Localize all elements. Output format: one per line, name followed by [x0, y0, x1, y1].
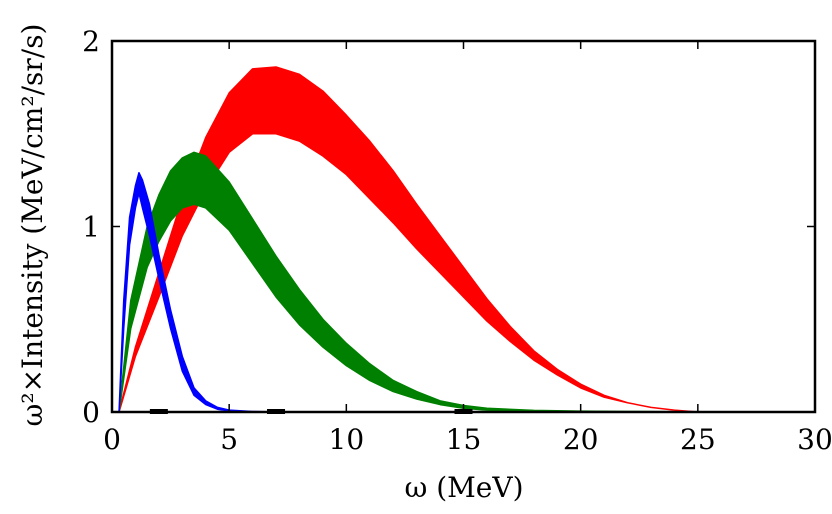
plot-frame — [110, 39, 817, 414]
y-axis-ticks: 0 1 2 — [82, 25, 815, 429]
y-tick-label-0: 0 — [82, 396, 100, 429]
data-bands — [118, 66, 758, 413]
x-tick-label-1: 5 — [220, 423, 238, 456]
x-tick-label-6: 30 — [797, 423, 832, 456]
y-tick-label-1: 1 — [82, 211, 100, 244]
blue-band-area — [118, 171, 277, 413]
x-tick-label-5: 25 — [680, 423, 716, 456]
red-band-area — [118, 66, 699, 413]
y-axis-label: ω²×Intensity (MeV/cm²/sr/s) — [16, 24, 49, 427]
x-tick-label-0: 0 — [103, 423, 121, 456]
x-tick-label-2: 10 — [329, 423, 365, 456]
plot-area — [110, 39, 817, 414]
y-tick-label-2: 2 — [82, 25, 100, 58]
x-axis-label: ω (MeV) — [404, 471, 523, 504]
green-band-area — [118, 151, 758, 413]
x-tick-label-3: 15 — [446, 423, 482, 456]
x-tick-label-4: 20 — [563, 423, 599, 456]
x-axis-ticks: 0 5 10 15 20 25 30 — [103, 41, 832, 456]
